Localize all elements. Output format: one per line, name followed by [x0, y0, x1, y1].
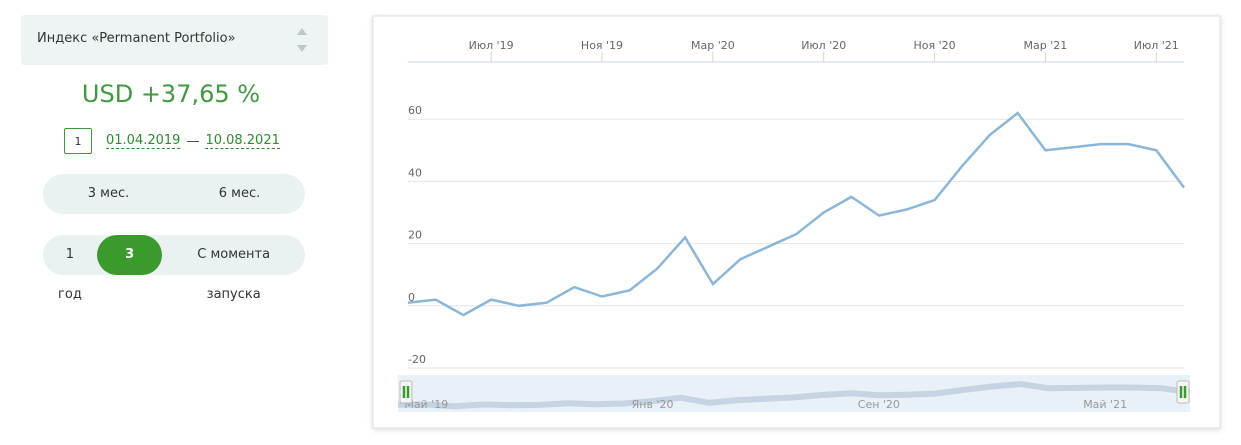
period-button[interactable]: С момента запуска: [197, 247, 271, 302]
x-tick-label: Июл '19: [469, 39, 514, 52]
calendar-icon[interactable]: 1: [64, 128, 92, 154]
x-tick-label: Мар '21: [1024, 39, 1068, 52]
x-tick-label: Ноя '20: [914, 39, 956, 52]
index-selector[interactable]: Индекс «Permanent Portfolio»: [21, 15, 328, 65]
navigator-label: Май '19: [404, 398, 448, 411]
handle-grip: [402, 386, 410, 398]
navigator-label: Янв '20: [632, 398, 674, 411]
y-tick-label: -20: [408, 353, 426, 366]
navigator-handle[interactable]: [1176, 380, 1190, 404]
date-from[interactable]: 01.04.2019: [106, 133, 181, 149]
navigator: [398, 375, 1190, 412]
period-button[interactable]: 6 мес.: [218, 186, 261, 201]
period-button[interactable]: 3 мес.: [87, 186, 130, 201]
navigator-label: Май '21: [1083, 398, 1127, 411]
y-tick-label: 60: [408, 104, 422, 117]
selector-arrows: [297, 28, 307, 52]
y-tick-label: 0: [408, 291, 415, 304]
x-tick-label: Июл '21: [1134, 39, 1179, 52]
x-tick-label: Июл '20: [801, 39, 846, 52]
y-tick-label: 20: [408, 229, 422, 242]
date-separator: —: [186, 133, 200, 149]
period-row: 1 год 3 года С момента запуска: [43, 235, 305, 302]
date-to[interactable]: 10.08.2021: [205, 133, 280, 149]
period-row: 3 мес. 6 мес.: [43, 174, 305, 214]
y-tick-label: 40: [408, 166, 422, 179]
handle-grip: [1179, 386, 1187, 398]
selector-text: Индекс «Permanent Portfolio»: [37, 31, 236, 46]
series-line: [407, 111, 1186, 317]
chart-frame: [372, 15, 1221, 429]
result: USD +37,65 %: [81, 80, 261, 108]
navigator-line: [397, 381, 1191, 410]
period-button[interactable]: 3 года: [96, 235, 163, 302]
period-button[interactable]: 1 год: [58, 247, 82, 302]
navigator-label: Сен '20: [858, 398, 900, 411]
date-range: 1 01.04.2019 — 10.08.2021: [64, 126, 280, 156]
x-tick-label: Ноя '19: [581, 39, 623, 52]
navigator-handle[interactable]: [399, 380, 413, 404]
x-tick-label: Мар '20: [691, 39, 735, 52]
